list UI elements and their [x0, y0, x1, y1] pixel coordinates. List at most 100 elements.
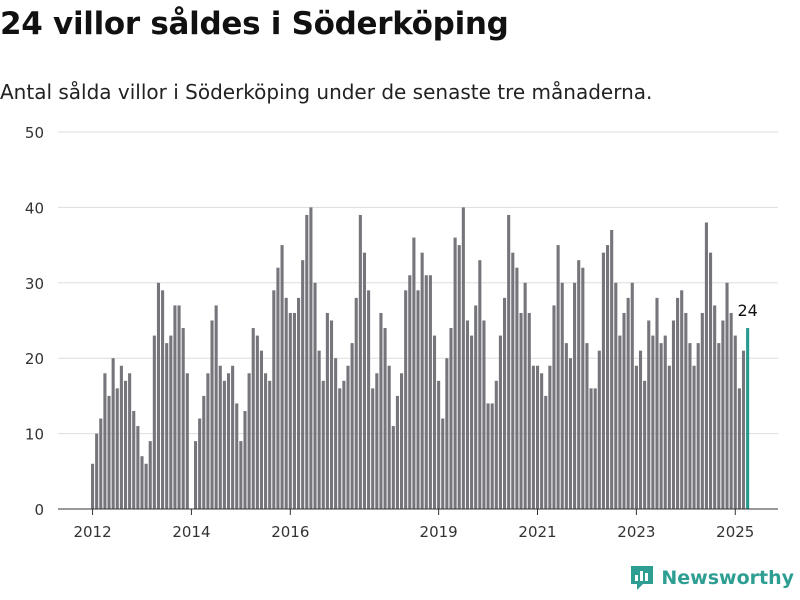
- bar: [593, 388, 597, 509]
- bar: [321, 380, 325, 509]
- bar: [560, 282, 564, 509]
- bar: [194, 441, 198, 509]
- x-tick-label: 2021: [518, 523, 556, 541]
- bar: [696, 343, 700, 509]
- bar: [202, 395, 206, 509]
- bar: [128, 373, 132, 509]
- bar: [404, 290, 408, 509]
- bar: [564, 343, 568, 509]
- bar: [663, 335, 667, 509]
- bar: [548, 365, 552, 509]
- bar: [375, 373, 379, 509]
- chart-subtitle: Antal sålda villor i Söderköping under d…: [0, 80, 653, 104]
- bar: [226, 373, 231, 509]
- bar: [169, 335, 173, 509]
- bar: [445, 358, 449, 509]
- bars-layer: [91, 207, 750, 510]
- bar: [503, 297, 507, 509]
- bar: [700, 312, 704, 509]
- bar: [556, 245, 560, 509]
- bar: [231, 365, 235, 509]
- bar: [634, 365, 638, 509]
- bar: [325, 312, 329, 509]
- bar: [346, 365, 350, 509]
- bar: [317, 350, 321, 509]
- bar: [235, 403, 239, 509]
- bar: [515, 267, 519, 509]
- bar: [371, 388, 375, 509]
- bar: [272, 290, 276, 509]
- bar: [268, 380, 272, 509]
- bar: [264, 373, 268, 509]
- bar: [115, 388, 119, 509]
- bar: [251, 328, 255, 509]
- bar: [432, 335, 437, 509]
- bar: [651, 335, 655, 509]
- bar: [148, 441, 152, 509]
- bar: [428, 275, 432, 509]
- bar: [383, 328, 387, 509]
- bar: [581, 267, 585, 509]
- bar: [206, 373, 210, 509]
- x-tick-label: 2016: [271, 523, 309, 541]
- bar: [601, 252, 605, 509]
- axis-layer: 0 10 20 30 40 50 2012 2014 2016 2019 2021 2023 2025 2…: [25, 124, 778, 541]
- bar: [350, 343, 354, 509]
- bar: [107, 395, 111, 509]
- highlight-value-label: 24: [737, 301, 757, 320]
- bar: [709, 252, 713, 509]
- brand[interactable]: Newsworthy: [629, 564, 794, 592]
- y-tick-label: 50: [25, 124, 44, 142]
- bar: [243, 410, 247, 509]
- bar: [478, 260, 482, 509]
- bar: [741, 350, 746, 509]
- bar: [482, 320, 486, 509]
- bar: [161, 290, 165, 509]
- bar: [391, 426, 395, 509]
- y-tick-label: 0: [34, 501, 44, 519]
- y-tick-label: 10: [25, 426, 44, 444]
- bar: [338, 388, 342, 509]
- bar: [457, 245, 461, 509]
- x-tick-label: 2025: [716, 523, 754, 541]
- bar: [173, 305, 177, 509]
- bar: [136, 426, 140, 509]
- bar: [490, 403, 494, 509]
- bar: [544, 395, 548, 509]
- bar: [655, 297, 659, 509]
- bar: [185, 373, 189, 509]
- bar: [704, 222, 708, 510]
- newsworthy-logo-icon: [631, 566, 654, 590]
- bar: [111, 358, 115, 509]
- bar: [449, 328, 453, 509]
- bar: [589, 388, 593, 509]
- bar: [729, 312, 733, 509]
- bar: [713, 305, 717, 509]
- bar: [638, 350, 643, 509]
- bar: [210, 320, 214, 509]
- x-tick-label: 2023: [617, 523, 655, 541]
- bar: [177, 305, 181, 509]
- bar: [614, 282, 618, 509]
- bar: [474, 305, 478, 509]
- bar: [643, 380, 647, 509]
- bar: [280, 245, 284, 509]
- bar: [222, 380, 226, 509]
- x-tick-label: 2012: [73, 523, 111, 541]
- bar: [91, 463, 95, 509]
- bar: [667, 365, 671, 509]
- bar: [606, 245, 610, 509]
- bar: [99, 418, 103, 509]
- bar: [573, 282, 577, 509]
- bar: [95, 433, 99, 509]
- bar: [412, 237, 416, 509]
- bar: [486, 403, 490, 509]
- bar: [461, 207, 465, 509]
- y-tick-label: 40: [25, 199, 44, 217]
- bar: [239, 441, 243, 509]
- y-tick-label: 20: [25, 350, 44, 368]
- bar: [618, 335, 622, 509]
- bar: [680, 290, 684, 509]
- bar: [123, 380, 128, 509]
